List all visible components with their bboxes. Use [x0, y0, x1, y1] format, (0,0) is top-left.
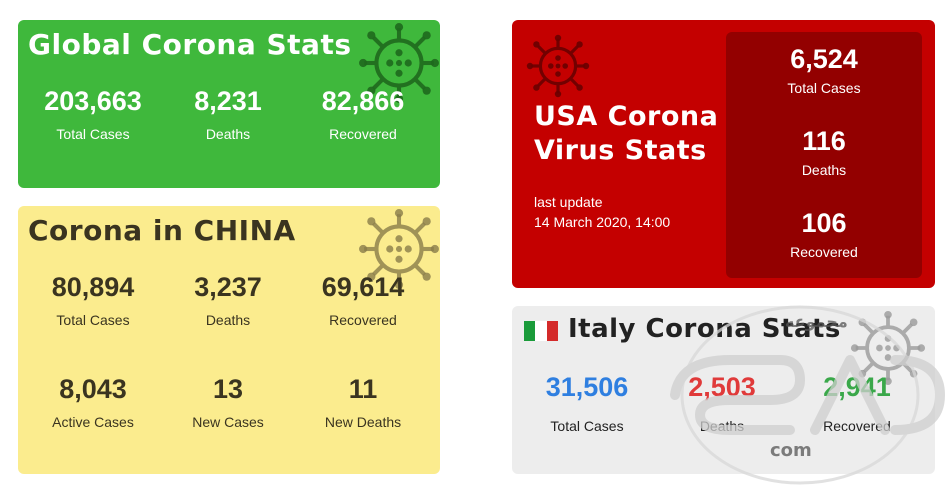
stat-label: Deaths	[801, 162, 847, 178]
usa-recovered: 106 Recovered	[726, 208, 922, 260]
global-recovered: 82,866 Recovered	[298, 86, 428, 142]
stat-value: 8,231	[194, 86, 262, 116]
stat-value: 3,237	[194, 272, 262, 302]
stat-value: 11	[348, 374, 378, 404]
china-active-cases: 8,043 Active Cases	[28, 374, 158, 430]
stat-value: 106	[801, 208, 847, 238]
watermark-logo: مجموعه com	[640, 300, 950, 500]
usa-last-update: last update 14 March 2020, 14:00	[534, 192, 670, 232]
global-stats-card: Global Corona Stats 203,663 Total Cases …	[18, 20, 440, 188]
stat-label: Recovered	[329, 312, 397, 328]
watermark-shape	[670, 305, 946, 485]
stat-label: Recovered	[823, 418, 891, 434]
usa-total-cases: 6,524 Total Cases	[726, 44, 922, 96]
usa-title-line2: Virus Stats	[534, 135, 707, 166]
stat-label: Total Cases	[550, 418, 624, 434]
usa-deaths: 116 Deaths	[726, 126, 922, 178]
stat-value: 6,524	[790, 44, 858, 74]
global-deaths: 8,231 Deaths	[163, 86, 293, 142]
last-update-time: 14 March 2020, 14:00	[534, 214, 671, 230]
stat-label: Recovered	[329, 126, 397, 142]
last-update-label: last update	[534, 194, 603, 210]
italy-total-cases: 31,506 Total Cases	[522, 372, 652, 434]
usa-stats-panel: 6,524 Total Cases 116 Deaths 106 Recover…	[726, 32, 922, 278]
watermark-top-text: مجموعه	[785, 312, 848, 331]
china-recovered: 69,614 Recovered	[298, 272, 428, 328]
stat-label: New Cases	[192, 414, 264, 430]
stat-value: 82,866	[321, 86, 405, 116]
italy-flag-icon	[524, 321, 558, 341]
italy-title: Italy Corona Stats	[568, 314, 841, 344]
china-stats-card: Corona in CHINA 80,894 Total Cases 3,237…	[18, 206, 440, 474]
stat-label: Total Cases	[56, 312, 130, 328]
stat-value: 69,614	[321, 272, 405, 302]
stat-value: 31,506	[545, 372, 629, 402]
global-total-cases: 203,663 Total Cases	[28, 86, 158, 142]
china-total-cases: 80,894 Total Cases	[28, 272, 158, 328]
china-new-deaths: 11 New Deaths	[298, 374, 428, 430]
stat-label: New Deaths	[324, 414, 402, 430]
stat-label: Deaths	[205, 126, 251, 142]
stat-label: Total Cases	[56, 126, 130, 142]
stat-value: 80,894	[51, 272, 135, 302]
usa-title: USA Corona Virus Stats	[534, 100, 718, 168]
stat-value: 116	[802, 126, 846, 156]
virus-icon	[526, 34, 590, 98]
stat-label: Total Cases	[787, 80, 861, 96]
stat-label: Recovered	[790, 244, 858, 260]
china-title: Corona in CHINA	[28, 214, 296, 247]
virus-icon	[850, 310, 926, 386]
usa-stats-card: USA Corona Virus Stats last update 14 Ma…	[512, 20, 935, 288]
stat-value: 203,663	[44, 86, 142, 116]
stat-value: 8,043	[59, 374, 127, 404]
stat-value: 13	[212, 374, 244, 404]
usa-title-line1: USA Corona	[534, 101, 719, 132]
virus-icon	[359, 209, 439, 289]
stat-label: Active Cases	[52, 414, 134, 430]
china-new-cases: 13 New Cases	[163, 374, 293, 430]
virus-icon	[359, 23, 439, 103]
china-deaths: 3,237 Deaths	[163, 272, 293, 328]
global-title: Global Corona Stats	[28, 28, 352, 61]
stat-label: Deaths	[205, 312, 251, 328]
watermark-bottom-text: com	[770, 440, 812, 461]
